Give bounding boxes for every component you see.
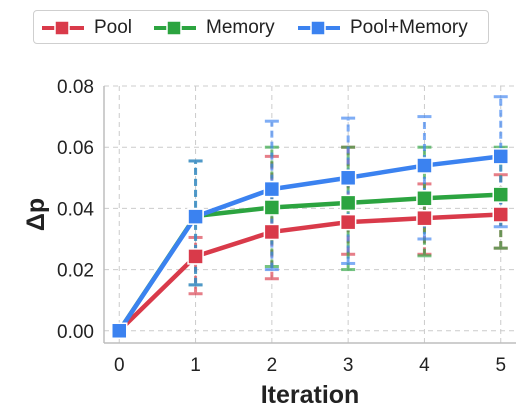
x-tick-label-1: 1 [190,355,201,376]
legend: Pool Memory Pool+Memory [33,10,489,44]
x-tick-label-3: 3 [343,355,354,376]
legend-marker-pool [42,20,84,36]
data-point-pool-memory-4 [416,157,433,174]
y-tick-label-4: 0.08 [57,77,94,98]
error-bar-pool-memory-4 [417,115,432,241]
data-point-pool-1 [187,248,204,265]
data-point-pool-memory-2 [263,180,281,198]
x-axis-title: Iteration [261,381,360,409]
data-point-pool-4 [416,209,433,227]
data-point-pool-3 [339,213,357,231]
legend-label-pool: Pool [94,17,133,38]
error-bar-pool-memory-2 [264,119,279,272]
series-line-pool-memory [117,154,502,333]
x-tick-label-5: 5 [495,355,506,376]
legend-item-memory: Memory [152,11,275,45]
legend-marker-memory [154,20,196,36]
series-pool-memory [188,95,508,287]
x-tick-label-2: 2 [267,355,278,376]
data-point-memory-3 [339,194,357,212]
y-tick-label-0: 0.00 [57,322,94,343]
data-point-memory-4 [416,190,433,207]
error-bar-pool-memory-3 [341,116,356,265]
data-point-memory-5 [492,186,509,203]
error-bar-pool-memory-5 [493,95,508,229]
y-tick-label-3: 0.06 [57,138,94,159]
y-tick-label-1: 0.02 [57,261,94,282]
legend-item-pool-memory: Pool+Memory [296,11,468,45]
x-tick-label-4: 4 [419,355,430,376]
legend-label-pool-memory: Pool+Memory [350,17,468,38]
legend-item-pool: Pool [40,11,132,45]
x-tick-label-0: 0 [114,355,125,376]
data-point-memory-2 [263,199,281,216]
data-point-pool-memory-0 [111,322,128,340]
legend-marker-pool-memory [298,20,340,36]
data-point-pool-memory-1 [187,208,204,225]
series-line-pool [117,212,501,333]
legend-label-memory: Memory [206,17,275,38]
data-point-pool-memory-5 [492,148,509,165]
y-tick-label-2: 0.04 [57,199,94,220]
data-point-pool-2 [263,223,281,241]
data-point-pool-5 [492,206,509,223]
y-axis-title: Δp [22,198,50,231]
data-point-pool-memory-3 [339,169,357,187]
